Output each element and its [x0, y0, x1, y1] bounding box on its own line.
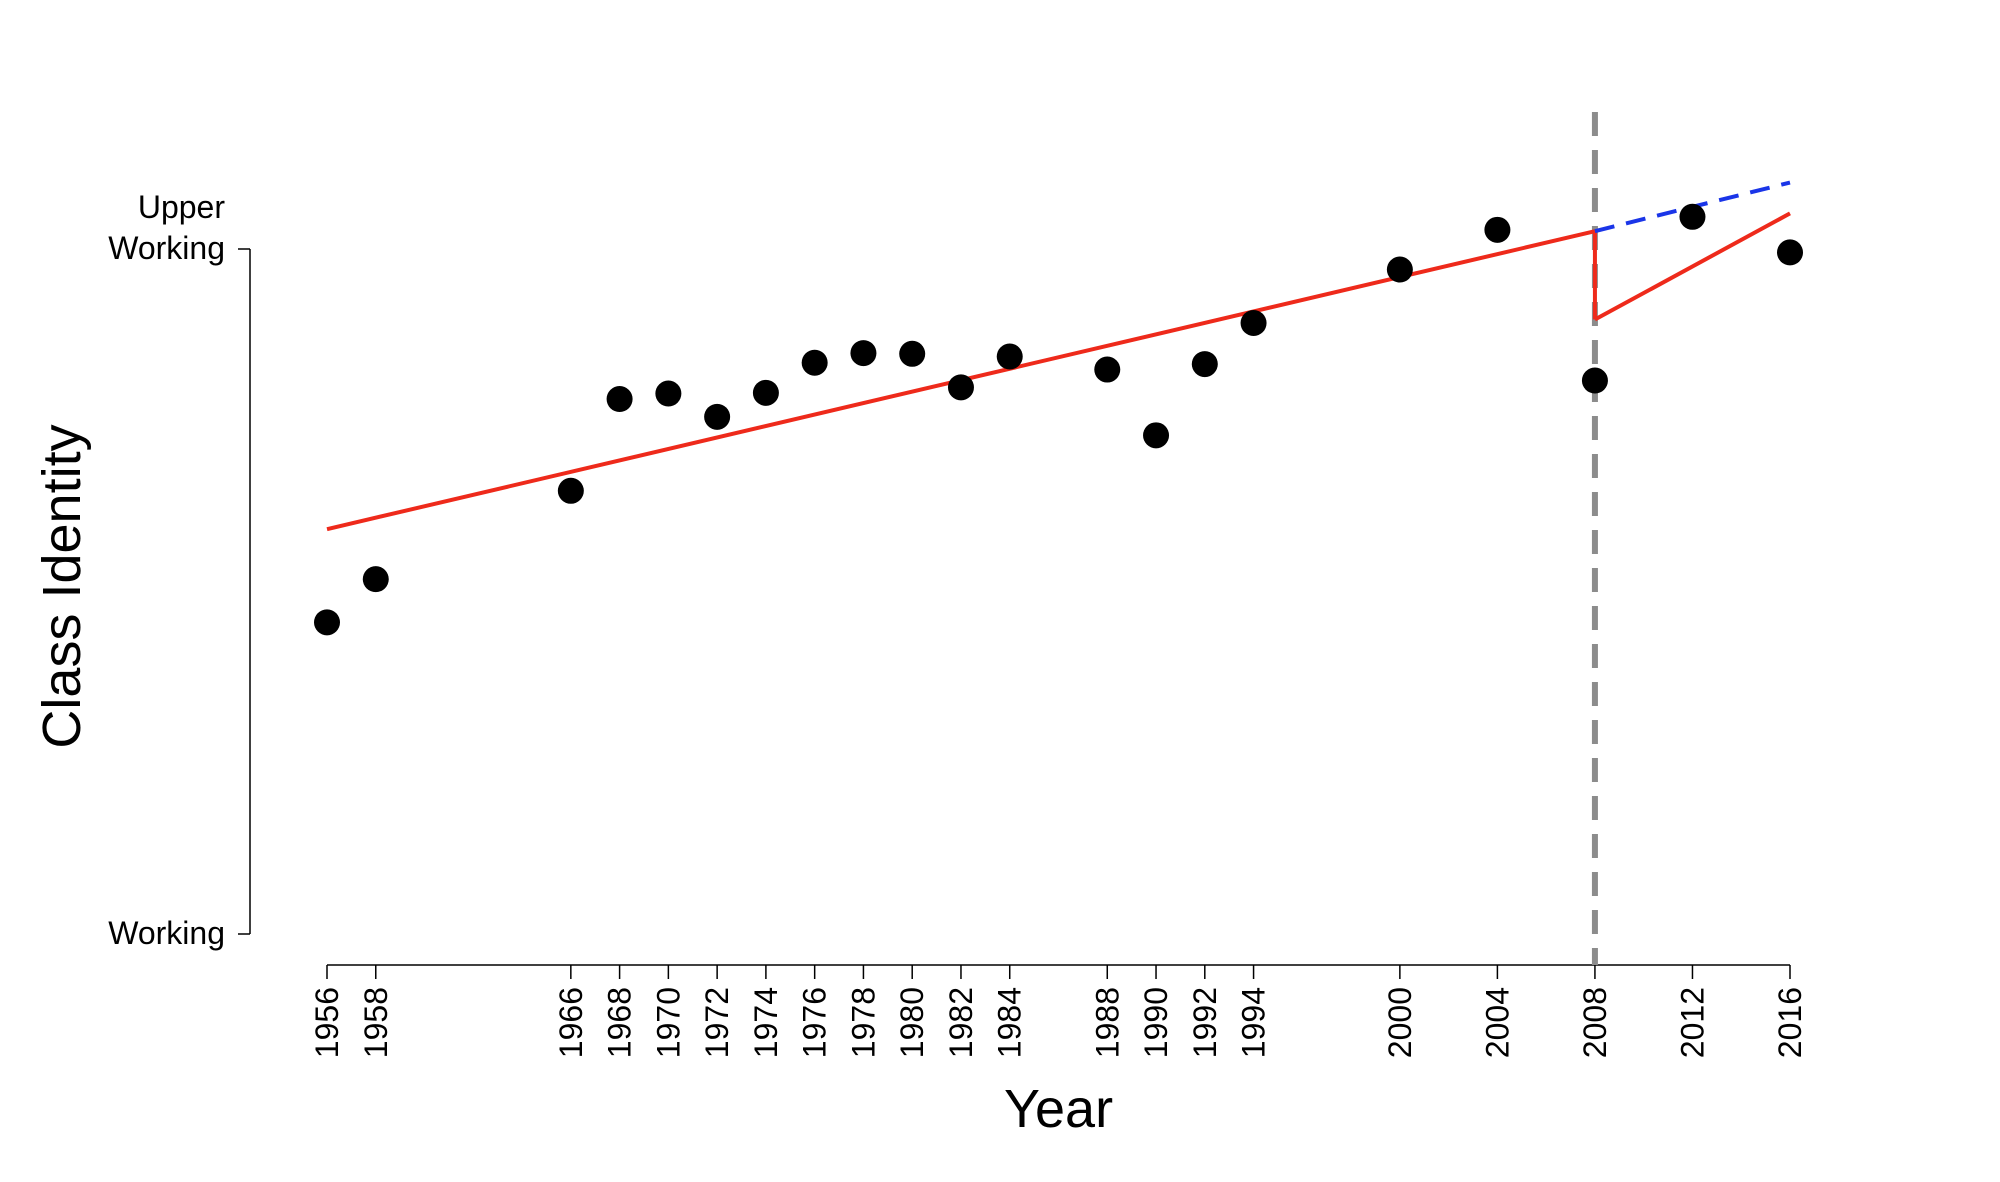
- x-tick-label: 2012: [1674, 987, 1710, 1058]
- x-tick-label: 1978: [845, 987, 881, 1058]
- y-tick-label-line: Upper: [138, 189, 226, 225]
- x-tick-label: 1970: [650, 987, 686, 1058]
- x-tick-label: 2008: [1577, 987, 1613, 1058]
- data-point: [899, 340, 926, 367]
- fit-lines: [326, 180, 1791, 532]
- x-tick-label: 2016: [1772, 987, 1808, 1058]
- x-ticks: 1956 1958 1966 1968 1970 1972 1974 1976 1978 1980…: [309, 965, 1808, 1058]
- x-tick-label: 2004: [1479, 987, 1515, 1058]
- y-ticks: Working Upper Working: [108, 189, 250, 951]
- x-tick-label: 1958: [358, 987, 394, 1058]
- data-point: [314, 609, 340, 636]
- data-point: [1777, 239, 1803, 266]
- data-point: [1386, 256, 1413, 283]
- x-axis-title: Year: [1004, 1079, 1113, 1139]
- data-point: [655, 380, 682, 407]
- data-point: [947, 374, 974, 401]
- data-point: [362, 566, 389, 593]
- data-point: [1094, 356, 1121, 383]
- data-point: [996, 343, 1023, 370]
- x-tick-label: 1982: [943, 987, 979, 1058]
- data-point: [606, 386, 633, 413]
- y-axis-title: Class Identity: [32, 424, 92, 748]
- data-point: [1240, 309, 1267, 336]
- x-tick-label: 1994: [1236, 987, 1272, 1058]
- x-tick-label: 2000: [1382, 987, 1418, 1058]
- data-point: [801, 349, 828, 376]
- data-point: [1143, 422, 1170, 449]
- x-tick-label: 1976: [797, 987, 833, 1058]
- data-point: [850, 340, 877, 367]
- data-point: [1679, 203, 1706, 230]
- x-tick-label: 1974: [748, 987, 784, 1058]
- y-tick-label-line: Working: [108, 915, 225, 951]
- x-tick-label: 1980: [894, 987, 930, 1058]
- x-tick-label: 1972: [699, 987, 735, 1058]
- data-point: [557, 477, 584, 504]
- y-tick-label-line: Working: [108, 230, 225, 266]
- fitted-trend-line: [1593, 211, 1791, 322]
- x-tick-label: 1990: [1138, 987, 1174, 1058]
- x-tick-label: 1984: [992, 987, 1028, 1058]
- data-point: [1581, 367, 1608, 394]
- x-tick-label: 1966: [553, 987, 589, 1058]
- data-point: [752, 379, 779, 406]
- data-point: [1191, 351, 1218, 378]
- data-points: [314, 203, 1803, 636]
- x-tick-label: 1988: [1089, 987, 1125, 1058]
- data-point: [704, 403, 731, 430]
- y-tick-label: Upper Working: [108, 189, 225, 266]
- x-tick-label: 1968: [602, 987, 638, 1058]
- x-tick-label: 1956: [309, 987, 345, 1058]
- y-tick-label: Working: [108, 915, 225, 951]
- data-point: [1484, 216, 1511, 243]
- x-tick-label: 1992: [1187, 987, 1223, 1058]
